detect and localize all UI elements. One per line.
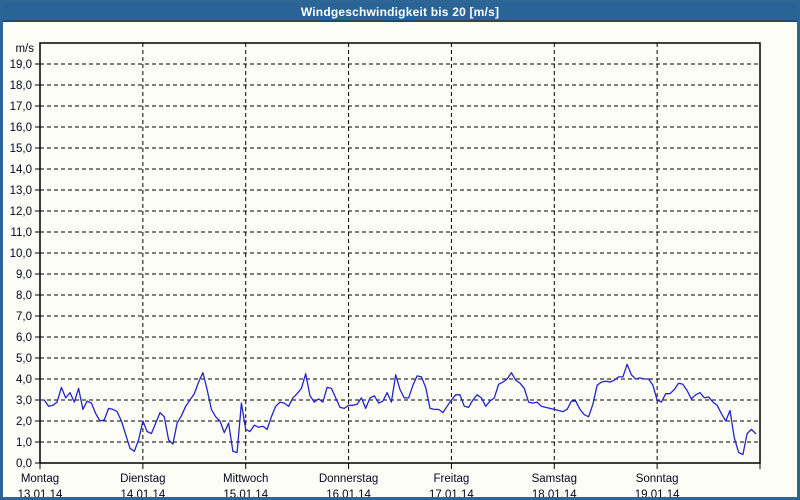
- wind-speed-line-chart: 0,0 1,0 2,0 3,0 4,0 5,0 6,0 7,0 8,0 9,0 10,0 11,0 12…: [3, 24, 797, 497]
- y-tick-label: 3,0: [16, 395, 32, 407]
- x-day-date-label: 16.01.14: [326, 489, 371, 497]
- x-day-name-label: Mittwoch: [223, 473, 268, 485]
- y-tick-label: 10,0: [10, 248, 32, 260]
- x-day-name-label: Dienstag: [120, 473, 165, 485]
- y-tick-label: 1,0: [16, 437, 32, 449]
- chart-title-bar: Windgeschwindigkeit bis 20 [m/s]: [3, 3, 797, 22]
- y-tick-label: 18,0: [10, 80, 32, 92]
- y-tick-label: 7,0: [16, 311, 32, 323]
- y-tick-label: 12,0: [10, 206, 32, 218]
- y-tick-label: 17,0: [10, 101, 32, 113]
- y-tick-label: 6,0: [16, 332, 32, 344]
- x-day-name-label: Freitag: [434, 473, 470, 485]
- x-day-date-label: 17.01.14: [429, 489, 474, 497]
- y-tick-label: 19,0: [10, 59, 32, 71]
- x-day-date-label: 13.01.14: [18, 489, 63, 497]
- x-day-date-label: 14.01.14: [120, 489, 165, 497]
- y-tick-label: 13,0: [10, 185, 32, 197]
- x-day-date-label: 18.01.14: [532, 489, 577, 497]
- x-day-name-label: Samstag: [532, 473, 577, 485]
- chart-area: 0,0 1,0 2,0 3,0 4,0 5,0 6,0 7,0 8,0 9,0 10,0 11,0 12…: [3, 24, 797, 497]
- y-axis-unit-label: m/s: [15, 43, 34, 55]
- y-tick-label: 5,0: [16, 353, 32, 365]
- y-tick-label: 8,0: [16, 290, 32, 302]
- y-tick-label: 16,0: [10, 122, 32, 134]
- y-tick-label: 2,0: [16, 416, 32, 428]
- x-day-name-label: Sonntag: [636, 473, 679, 485]
- y-tick-label: 9,0: [16, 269, 32, 281]
- x-day-name-label: Montag: [21, 473, 59, 485]
- wind-speed-series-line: [40, 364, 756, 454]
- y-tick-label: 14,0: [10, 164, 32, 176]
- x-day-date-label: 15.01.14: [223, 489, 268, 497]
- y-tick-label: 15,0: [10, 143, 32, 155]
- y-tick-label: 4,0: [16, 374, 32, 386]
- y-tick-label: 0,0: [16, 458, 32, 470]
- y-tick-label: 11,0: [10, 227, 32, 239]
- chart-window: Windgeschwindigkeit bis 20 [m/s] 0,0 1,0 2…: [0, 0, 800, 500]
- x-day-date-label: 19.01.14: [635, 489, 680, 497]
- x-day-name-label: Donnerstag: [319, 473, 378, 485]
- chart-title: Windgeschwindigkeit bis 20 [m/s]: [301, 5, 499, 19]
